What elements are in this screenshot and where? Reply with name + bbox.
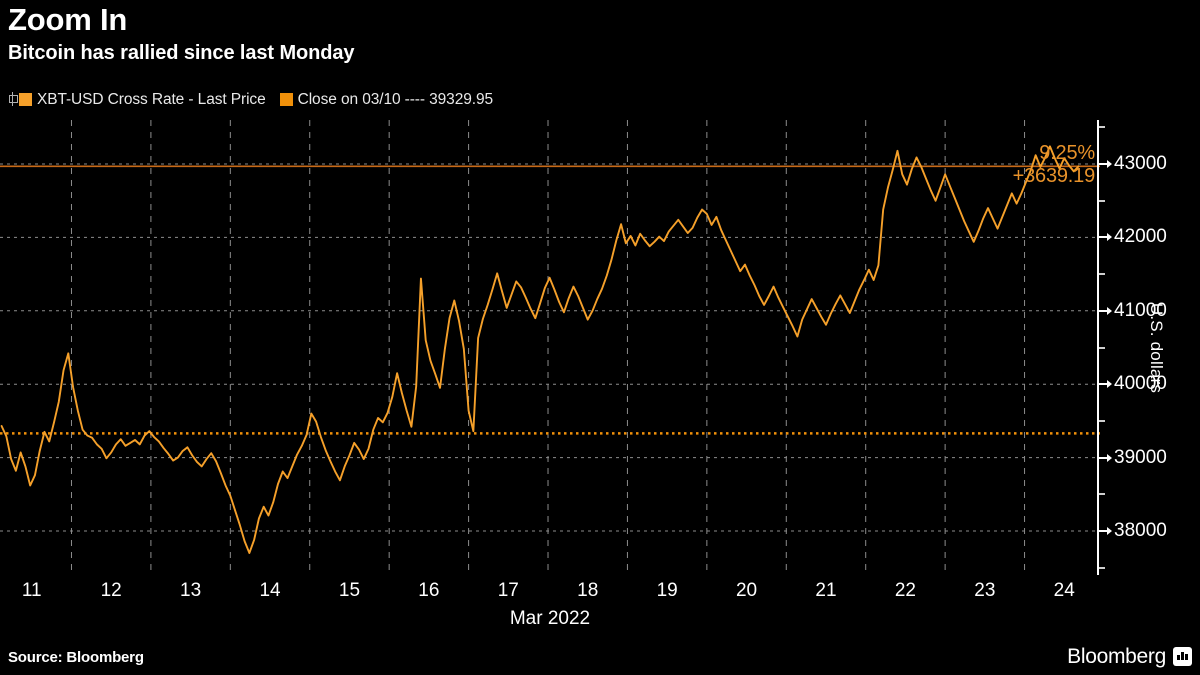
- x-axis-tick-label: 20: [735, 580, 758, 601]
- bloomberg-brand: Bloomberg: [1067, 645, 1192, 668]
- legend-item-series[interactable]: XBT-USD Cross Rate - Last Price: [8, 91, 266, 108]
- x-axis-tick-label: 15: [338, 580, 361, 601]
- legend-label-reference: Close on 03/10 ---- 39329.95: [297, 90, 493, 108]
- x-axis-title: Mar 2022: [509, 608, 591, 629]
- x-axis-tick-label: 17: [497, 580, 519, 601]
- x-axis-tick-label: 24: [1053, 580, 1075, 601]
- footer: Source: Bloomberg Bloomberg: [0, 637, 1200, 675]
- x-axis-tick-label: 12: [100, 580, 122, 601]
- x-axis-tick-label: 13: [180, 580, 202, 601]
- legend-item-reference[interactable]: Close on 03/10 ---- 39329.95: [279, 90, 493, 108]
- brand-label: Bloomberg: [1067, 645, 1166, 668]
- bloomberg-logo-icon: [1173, 647, 1192, 666]
- x-axis-tick-label: 23: [974, 580, 996, 601]
- x-axis-tick-label: 18: [577, 580, 599, 601]
- y-axis-tick-label: 41000: [1114, 299, 1167, 321]
- x-axis-tick-label: 16: [418, 580, 440, 601]
- price-line: [0, 145, 1080, 554]
- y-axis-tick-label: 42000: [1114, 226, 1167, 248]
- x-axis-tick-label: 14: [259, 580, 281, 601]
- x-axis-tick-label: 11: [21, 580, 42, 601]
- source-label: Source: Bloomberg: [8, 649, 144, 666]
- header: Zoom In Bitcoin has rallied since last M…: [8, 2, 1200, 66]
- legend-swatch-series: [19, 92, 32, 106]
- y-axis: U.S. dollars 38000 39000 40000 41000 42000 43…: [1097, 120, 1200, 575]
- plot-area: [0, 120, 1100, 575]
- y-axis-tick-label: 38000: [1114, 519, 1167, 541]
- y-axis-tick-label: 40000: [1114, 373, 1167, 395]
- legend-label-series: XBT-USD Cross Rate - Last Price: [37, 90, 266, 108]
- x-axis: Mar 2022 11 12 13 14 15 16 17 18 19 20 21 22 23 24: [0, 575, 1100, 635]
- chart-legend: XBT-USD Cross Rate - Last Price Close on…: [8, 88, 493, 110]
- y-axis-tick-label: 43000: [1114, 153, 1167, 175]
- x-axis-tick-label: 22: [894, 580, 916, 601]
- page-subtitle: Bitcoin has rallied since last Monday: [8, 42, 355, 64]
- y-axis-tick-label: 39000: [1114, 446, 1167, 468]
- page-title: Zoom In: [8, 2, 128, 37]
- x-axis-tick-label: 19: [656, 580, 678, 601]
- price-line-chart: [0, 120, 1100, 575]
- legend-swatch-reference: [279, 92, 293, 106]
- candlestick-icon: [8, 92, 18, 106]
- y-axis-spine: [1097, 120, 1099, 575]
- x-axis-tick-label: 21: [815, 580, 837, 601]
